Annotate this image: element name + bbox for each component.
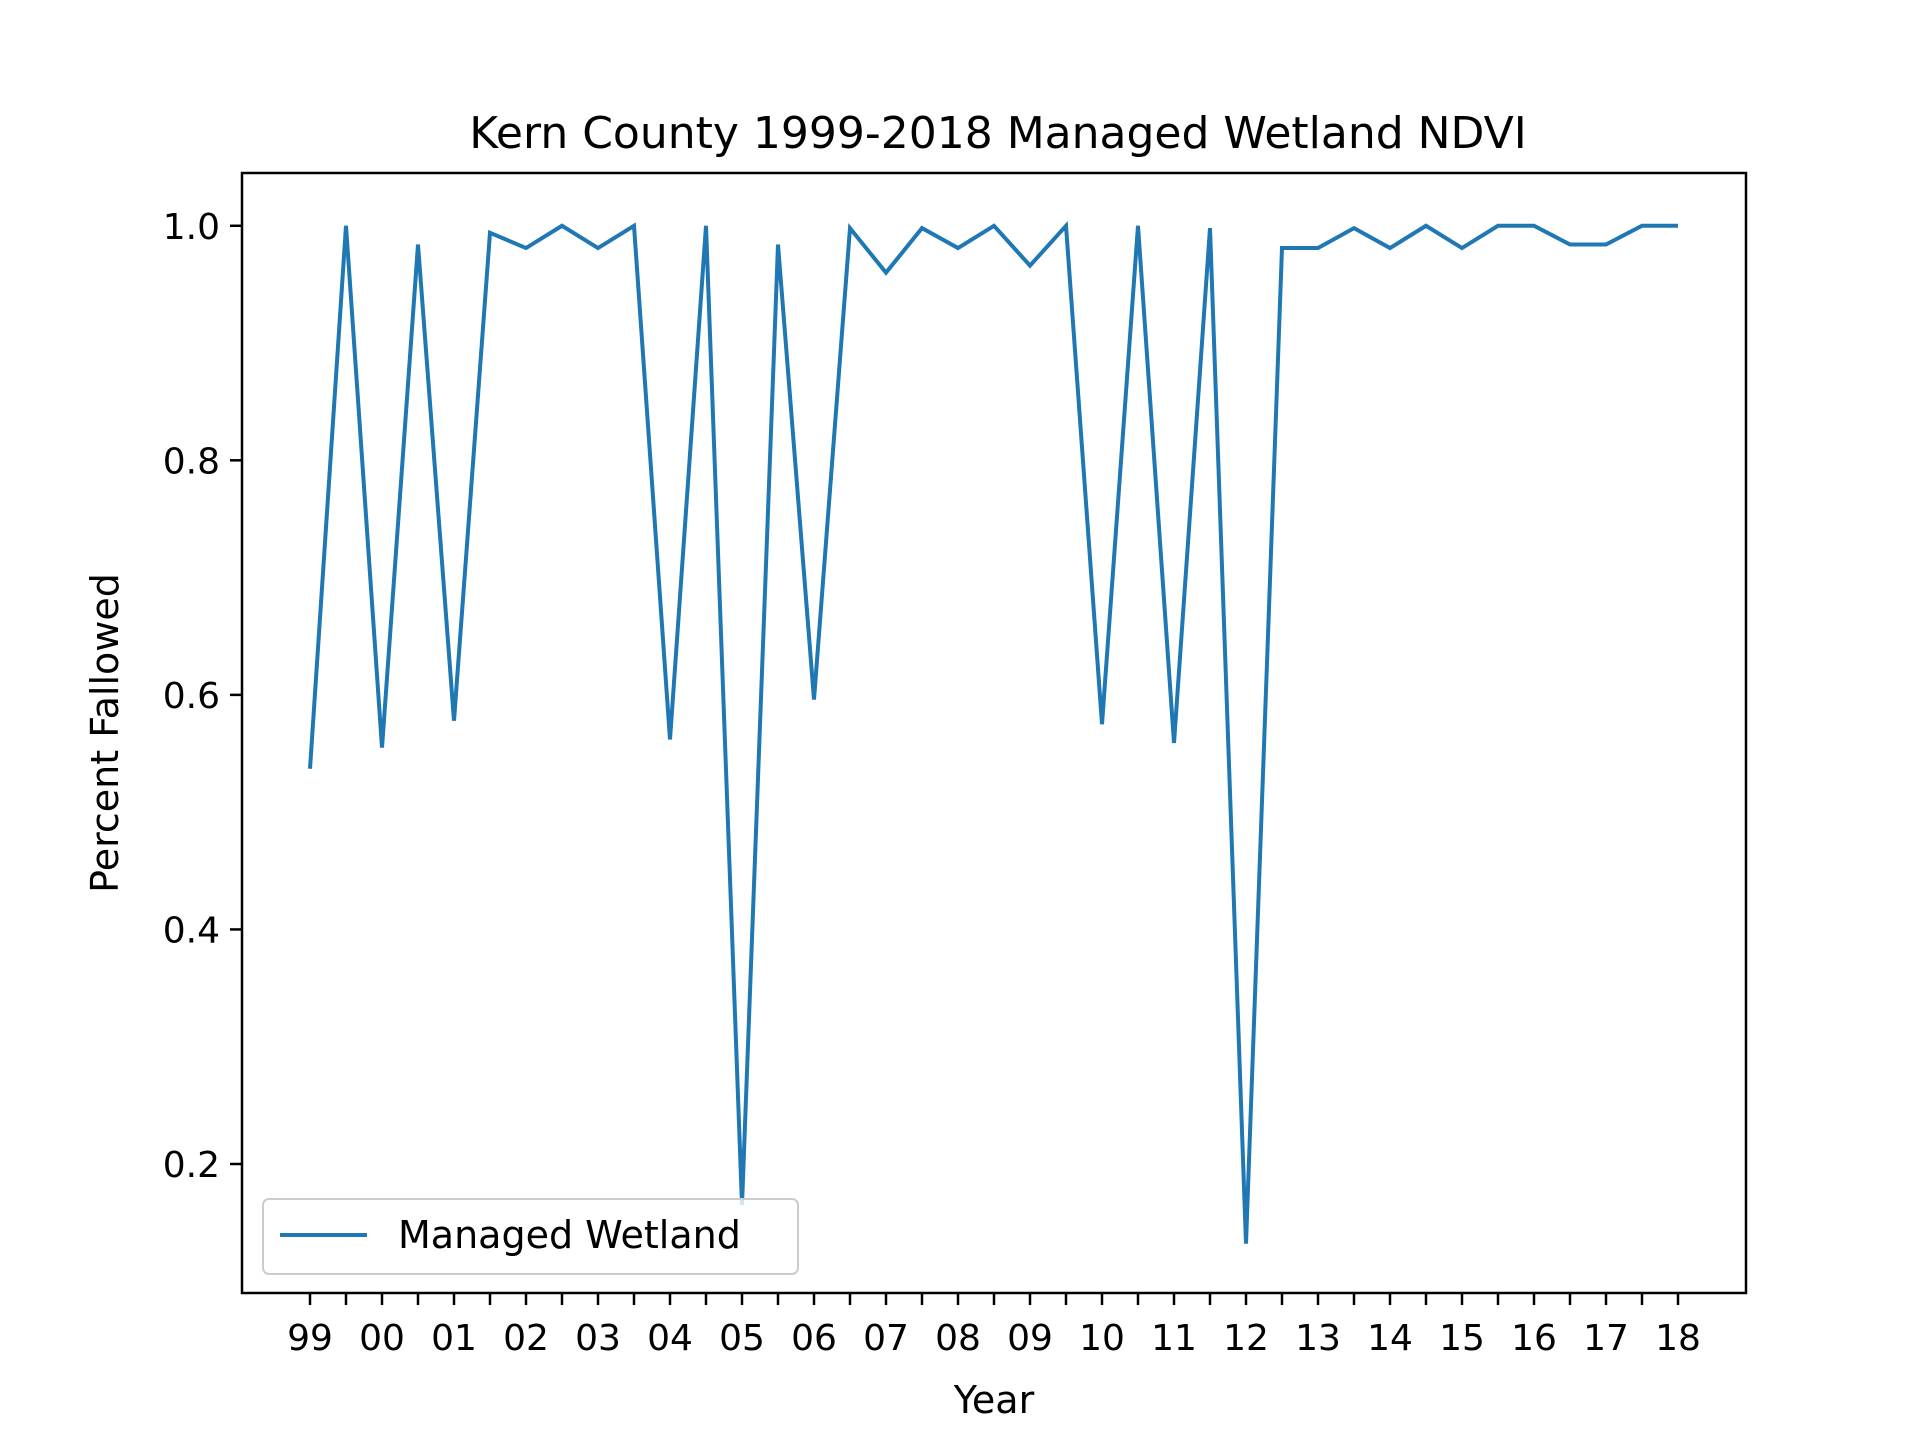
x-tick-label: 00 bbox=[359, 1318, 405, 1359]
x-tick-label: 07 bbox=[863, 1318, 909, 1359]
x-tick-label: 14 bbox=[1367, 1318, 1413, 1359]
x-tick-label: 99 bbox=[287, 1318, 333, 1359]
x-tick-label: 09 bbox=[1007, 1318, 1053, 1359]
x-tick-label: 16 bbox=[1511, 1318, 1557, 1359]
x-tick-label: 13 bbox=[1295, 1318, 1341, 1359]
y-axis-label: Percent Fallowed bbox=[83, 573, 127, 893]
x-tick-label: 05 bbox=[719, 1318, 765, 1359]
y-tick-label: 0.4 bbox=[163, 910, 220, 951]
y-tick-label: 0.8 bbox=[163, 441, 220, 482]
legend: Managed Wetland bbox=[262, 1198, 799, 1275]
x-tick-label: 15 bbox=[1439, 1318, 1485, 1359]
x-tick-label: 04 bbox=[647, 1318, 693, 1359]
x-tick-label: 17 bbox=[1583, 1318, 1629, 1359]
x-tick-label: 12 bbox=[1223, 1318, 1269, 1359]
x-tick-label: 18 bbox=[1655, 1318, 1701, 1359]
x-tick-label: 08 bbox=[935, 1318, 981, 1359]
x-tick-label: 10 bbox=[1079, 1318, 1125, 1359]
y-tick-label: 0.6 bbox=[163, 676, 220, 717]
x-tick-label: 11 bbox=[1151, 1318, 1197, 1359]
series-line-managed-wetland bbox=[308, 220, 1678, 1244]
x-tick-label: 01 bbox=[431, 1318, 477, 1359]
x-tick-label: 03 bbox=[575, 1318, 621, 1359]
legend-label: Managed Wetland bbox=[398, 1213, 741, 1257]
y-tick-label: 0.2 bbox=[163, 1145, 220, 1186]
legend-box bbox=[262, 1198, 799, 1275]
y-tick-label: 1.0 bbox=[163, 207, 220, 248]
x-tick-label: 02 bbox=[503, 1318, 549, 1359]
x-axis-label: Year bbox=[953, 1378, 1035, 1422]
x-tick-label: 06 bbox=[791, 1318, 837, 1359]
chart-title: Kern County 1999-2018 Managed Wetland ND… bbox=[469, 108, 1526, 159]
